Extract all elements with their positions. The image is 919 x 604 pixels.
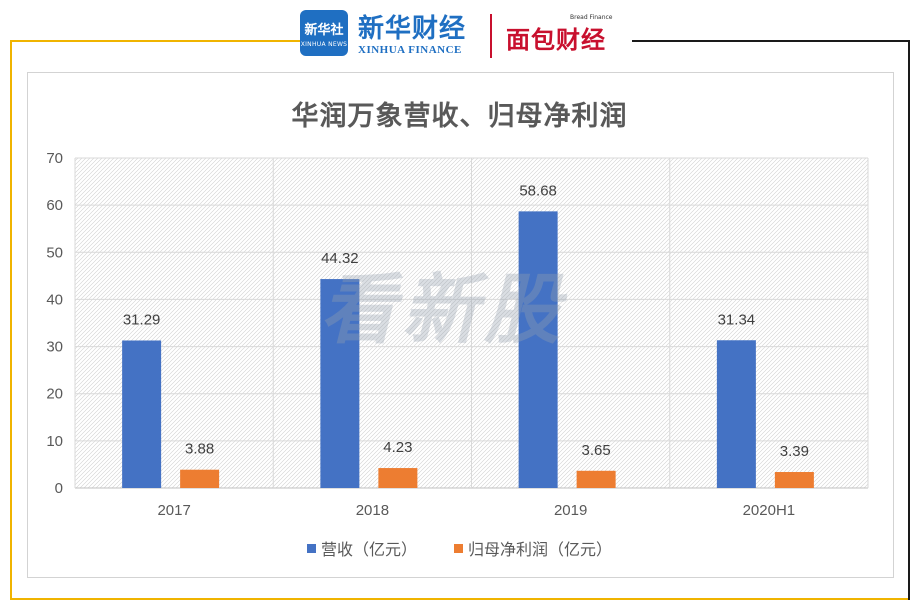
x-tick-label: 2020H1 — [743, 502, 796, 519]
brand-en: XINHUA FINANCE — [358, 44, 462, 56]
y-tick-label: 30 — [46, 339, 63, 356]
frame-top-left — [10, 40, 300, 42]
y-tick-label: 20 — [46, 386, 63, 403]
header: 新华社 XINHUA NEWS 新华财经 XINHUA FINANCE Brea… — [300, 6, 632, 64]
data-label-revenue: 31.29 — [123, 311, 161, 328]
partner-en: Bread Finance — [570, 14, 613, 21]
y-tick-label: 60 — [46, 197, 63, 214]
data-label-profit: 3.88 — [185, 441, 214, 458]
y-tick-label: 10 — [46, 433, 63, 450]
logo-sub: XINHUA NEWS — [300, 41, 348, 48]
data-label-profit: 3.65 — [582, 442, 611, 459]
x-tick-label: 2017 — [157, 502, 190, 519]
y-tick-label: 0 — [55, 480, 63, 497]
y-tick-label: 40 — [46, 291, 63, 308]
data-label-revenue: 44.32 — [321, 250, 359, 267]
legend-label-profit: 归母净利润（亿元） — [468, 540, 613, 559]
data-label-profit: 4.23 — [383, 439, 412, 456]
bar-profit — [180, 469, 220, 488]
chart-title: 华润万象营收、归母净利润 — [291, 101, 628, 132]
bar-revenue — [122, 340, 162, 488]
frame-bottom — [10, 598, 910, 600]
bar-revenue — [716, 340, 756, 488]
watermark: 看新股 — [320, 265, 566, 354]
y-tick-label: 70 — [46, 150, 63, 167]
legend-item-profit: 归母净利润（亿元） — [454, 536, 612, 560]
frame-left — [10, 40, 12, 600]
y-tick-label: 50 — [46, 244, 63, 261]
x-tick-label: 2018 — [356, 502, 389, 519]
legend: 营收（亿元） 归母净利润（亿元） — [0, 536, 919, 560]
legend-item-revenue: 营收（亿元） — [306, 536, 417, 560]
data-label-revenue: 31.34 — [718, 311, 756, 328]
frame-top-right — [632, 40, 910, 42]
bar-profit — [378, 468, 418, 488]
legend-swatch-profit — [454, 543, 464, 553]
bar-profit — [774, 472, 814, 488]
header-divider — [490, 14, 492, 58]
brand-cn: 新华财经 — [358, 14, 467, 44]
data-label-revenue: 58.68 — [519, 182, 557, 199]
logo-text: 新华社 — [304, 23, 344, 38]
x-tick-label: 2019 — [554, 502, 587, 519]
bar-revenue — [320, 279, 360, 488]
partner-cn: 面包财经 — [506, 26, 606, 54]
legend-label-revenue: 营收（亿元） — [320, 540, 417, 559]
legend-swatch-revenue — [306, 543, 316, 553]
data-label-profit: 3.39 — [780, 443, 809, 460]
bar-revenue — [518, 211, 558, 488]
bar-profit — [576, 470, 616, 488]
xinhua-logo: 新华社 XINHUA NEWS — [300, 10, 348, 56]
frame-right — [908, 40, 910, 600]
